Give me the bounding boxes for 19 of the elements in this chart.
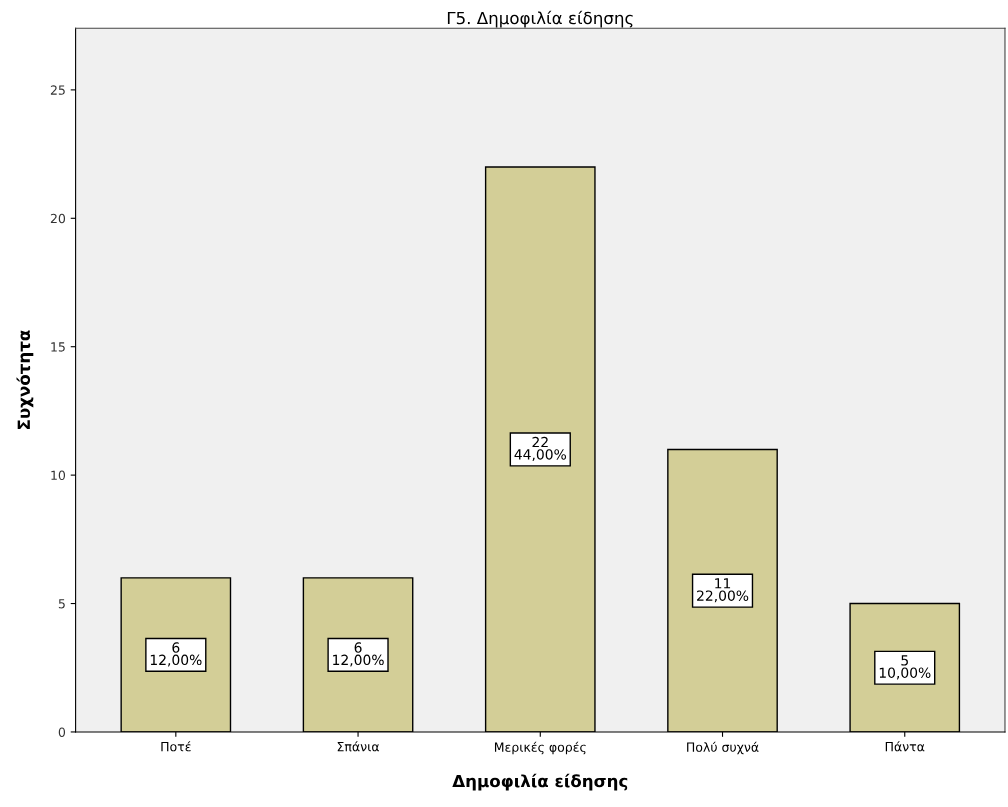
data-label: 5 10,00% — [879, 655, 931, 680]
data-label: 6 12,00% — [150, 642, 202, 667]
y-tick-label: 0 — [58, 727, 66, 737]
x-tick-label: Πολύ συχνά — [687, 741, 759, 755]
data-label: 6 12,00% — [333, 642, 384, 667]
data-label: 11 22,00% — [697, 578, 749, 603]
y-tick-label: 10 — [51, 470, 66, 481]
data-label: 22 44,00% — [514, 436, 566, 462]
x-tick-label: Ποτέ — [161, 741, 191, 752]
y-axis-title: Συχνότητα — [16, 330, 34, 429]
x-tick-label: Πάντα — [885, 741, 925, 752]
y-tick-label: 20 — [50, 213, 66, 224]
y-tick-label: 5 — [58, 599, 65, 609]
chart-title: Γ5. Δημοφιλία είδησης — [447, 10, 633, 28]
x-tick-label: Σπάνια — [337, 741, 380, 752]
y-tick-label: 25 — [50, 85, 65, 95]
y-tick-label: 15 — [51, 342, 65, 352]
x-axis-title: Δημοφιλία είδησης — [452, 773, 628, 791]
x-tick-label: Μερικές φορές — [494, 741, 586, 755]
